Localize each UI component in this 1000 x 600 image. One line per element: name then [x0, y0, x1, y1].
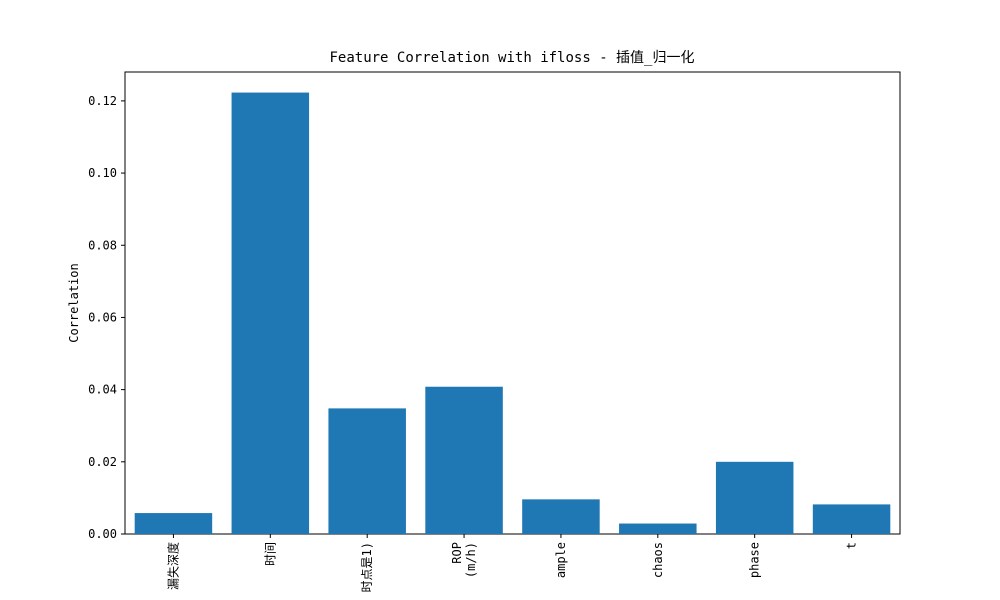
bar	[328, 408, 406, 534]
x-tick-label: 漏失深度	[165, 542, 180, 590]
chart-title: Feature Correlation with ifloss - 插值_归一化	[329, 49, 694, 66]
x-tick-label: phase	[748, 542, 762, 578]
y-tick-label: 0.04	[88, 383, 117, 397]
y-axis-label: Correlation	[67, 263, 81, 342]
bar	[812, 504, 891, 534]
x-tick-label: ROP	[450, 542, 464, 564]
y-tick-label: 0.00	[88, 527, 117, 541]
y-tick-label: 0.02	[88, 455, 117, 469]
bar	[715, 461, 794, 534]
bar	[619, 523, 697, 534]
x-tick-label: ample	[554, 542, 568, 578]
y-tick-label: 0.08	[88, 238, 117, 252]
x-tick-label: (m/h)	[464, 542, 478, 578]
bar	[522, 499, 600, 534]
axes-frame	[124, 71, 901, 535]
y-tick-label: 0.12	[88, 94, 117, 108]
y-axis: 0.00 0.02 0.04 0.06 0.08 0.10 0.12	[88, 94, 125, 541]
x-axis: 漏失深度 时间 时点是1) ROP (m/h) ample chaos phase t	[165, 534, 859, 592]
y-tick-label: 0.06	[88, 310, 117, 324]
plot-area	[124, 71, 901, 535]
bar	[134, 513, 213, 534]
bar	[425, 386, 503, 534]
x-tick-label: t	[845, 542, 859, 549]
bar-group	[134, 92, 891, 535]
x-tick-label: 时点是1)	[360, 542, 374, 592]
bar	[231, 92, 310, 535]
x-tick-label: 时间	[263, 542, 277, 566]
x-tick-label: chaos	[651, 542, 665, 578]
y-tick-label: 0.10	[88, 166, 117, 180]
